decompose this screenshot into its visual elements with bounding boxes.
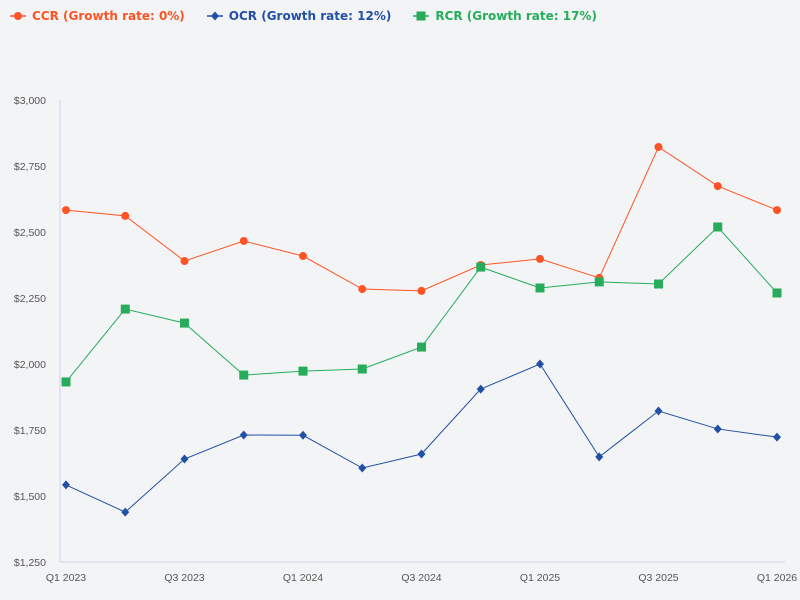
x-tick-label: Q3 2025 [638,572,678,584]
y-tick-label: $2,750 [14,161,46,173]
data-point [654,279,663,289]
data-point [121,507,130,517]
series-diamond [62,359,781,517]
x-tick-label: Q3 2023 [164,572,204,584]
data-point [773,432,781,442]
data-point [357,364,367,374]
data-point [358,285,367,294]
data-point [536,359,544,369]
data-point [713,222,723,232]
data-point [180,257,189,266]
data-point [239,430,248,440]
data-point [773,206,781,215]
legend-marker [210,11,219,21]
data-point [180,318,189,328]
legend: CCR (Growth rate: 0%) OCR (Growth rate: 1… [10,9,597,23]
y-tick-label: $1,750 [14,425,46,437]
legend-item[interactable]: OCR (Growth rate: 12%) [206,9,392,23]
y-tick-label: $2,000 [14,359,46,371]
data-point [654,406,663,416]
y-tick-label: $2,250 [14,293,46,305]
data-point [595,452,604,462]
circle-marker-icon [10,12,26,20]
data-point [180,454,189,464]
y-tick-label: $1,250 [14,557,46,569]
data-point [239,370,249,380]
data-point [654,142,663,151]
legend-item[interactable]: RCR (Growth rate: 17%) [413,9,597,23]
data-point [476,262,486,272]
square-marker-icon [413,11,430,21]
x-tick-label: Q3 2024 [401,572,441,584]
data-point [772,288,782,298]
y-tick-label: $1,500 [14,491,46,503]
data-point [299,252,307,261]
series-circle [62,142,781,295]
data-point [417,449,426,459]
series-line [65,146,778,292]
legend-marker [416,11,426,21]
data-point [61,377,71,387]
data-point [121,211,130,220]
legend-label: OCR (Growth rate: 12%) [228,9,392,23]
data-point [239,236,248,245]
legend-label: RCR (Growth rate: 17%) [435,9,597,23]
series-line [65,226,778,383]
y-tick-label: $2,500 [14,227,46,239]
data-point [62,480,70,490]
x-tick-label: Q1 2024 [283,572,323,584]
y-tick-label: $3,000 [14,95,46,107]
x-tick-label: Q1 2025 [520,572,560,584]
diamond-marker-icon [206,11,223,21]
series-line [65,363,778,513]
series-square [61,222,782,387]
data-point [476,384,485,394]
data-point [120,304,130,314]
legend-label: CCR (Growth rate: 0%) [32,9,185,23]
legend-marker [14,12,22,20]
data-point [299,430,307,440]
data-point [536,254,544,263]
data-point [298,366,308,376]
legend-item[interactable]: CCR (Growth rate: 0%) [10,9,185,23]
data-point [417,286,426,295]
data-point [358,463,367,473]
data-point [594,277,604,287]
data-point [535,283,545,293]
data-point [713,424,722,434]
data-point [62,206,70,215]
data-point [713,182,722,191]
x-tick-label: Q1 2023 [46,572,86,584]
data-point [417,342,426,352]
x-tick-label: Q1 2026 [757,572,797,584]
